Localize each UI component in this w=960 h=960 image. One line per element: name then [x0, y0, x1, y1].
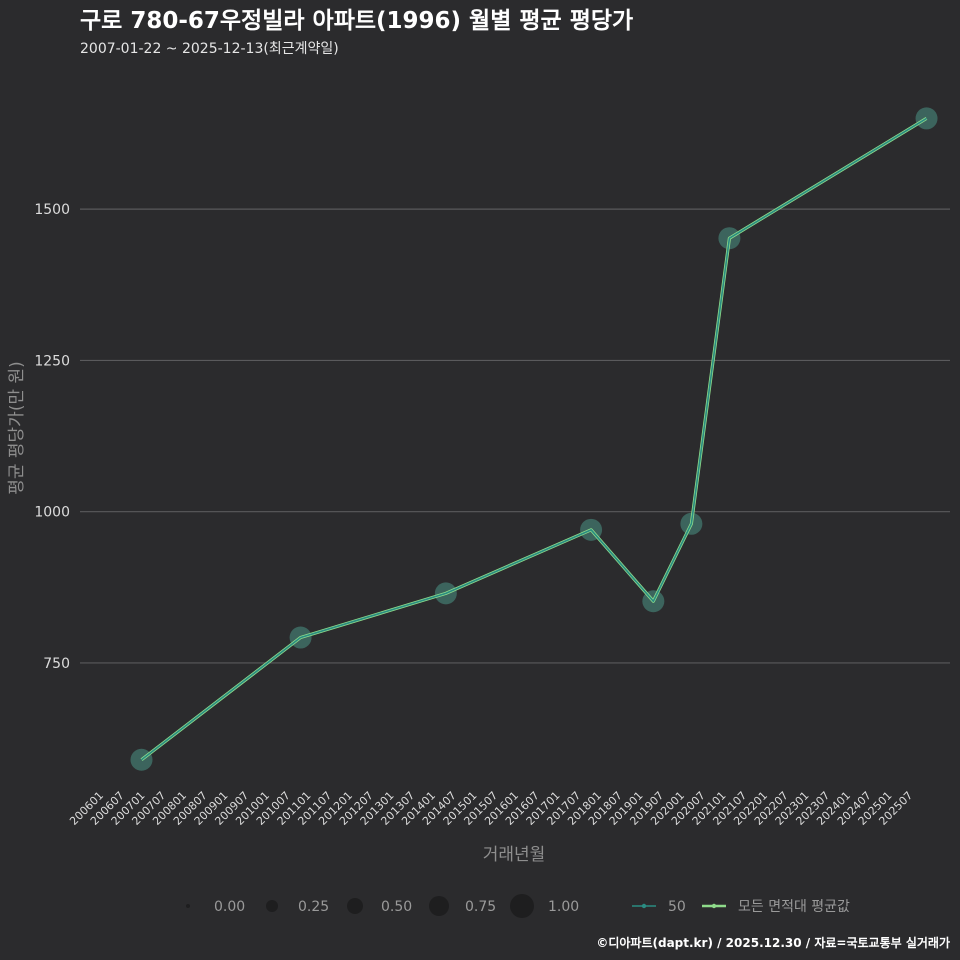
size-legend-swatch	[186, 904, 190, 908]
grid-layer	[80, 208, 950, 664]
size-legend-swatch	[429, 896, 449, 916]
y-axis-label: 평균 평당가(만 원)	[7, 361, 27, 495]
y-tick-label: 1000	[34, 505, 70, 521]
size-legend-label: 0.25	[298, 899, 329, 915]
chart-title: 구로 780-67우정빌라 아파트(1996) 월별 평균 평당가	[80, 8, 633, 34]
series-line-50	[141, 117, 927, 761]
y-tick-label: 1250	[34, 353, 70, 369]
size-legend-swatch	[510, 894, 534, 918]
size-legend: 0.00 0.25 0.50 0.75 1.00	[186, 894, 579, 918]
size-legend-label: 0.75	[465, 899, 496, 915]
y-tick-label: 1500	[34, 202, 70, 218]
credit-text: ©디아파트(dapt.kr) / 2025.12.30 / 자료=국토교통부 실…	[596, 935, 950, 950]
series-legend: 50 모든 면적대 평균값	[632, 899, 850, 915]
marker-layer	[130, 107, 938, 771]
y-tick-label: 750	[43, 656, 70, 672]
data-point-marker	[915, 107, 938, 130]
line-layer	[140, 117, 928, 762]
series-line-average	[140, 117, 928, 762]
series-legend-label: 50	[668, 899, 686, 915]
x-axis-label: 거래년월	[483, 845, 546, 865]
y-axis-ticks: 750 1000 1250 1500	[34, 202, 70, 672]
size-legend-swatch	[266, 900, 278, 912]
size-legend-label: 0.50	[381, 899, 412, 915]
size-legend-label: 1.00	[548, 899, 579, 915]
size-legend-swatch	[347, 898, 363, 914]
legend-swatch-average-dot	[711, 903, 717, 909]
x-axis-ticks: 2006012006072007012007072008012008072009…	[67, 789, 915, 828]
size-legend-label: 0.00	[214, 899, 245, 915]
chart-subtitle: 2007-01-22 ~ 2025-12-13(최근계약일)	[80, 41, 339, 57]
legend-swatch-50-dot	[641, 903, 647, 909]
series-legend-label: 모든 면적대 평균값	[738, 899, 850, 915]
